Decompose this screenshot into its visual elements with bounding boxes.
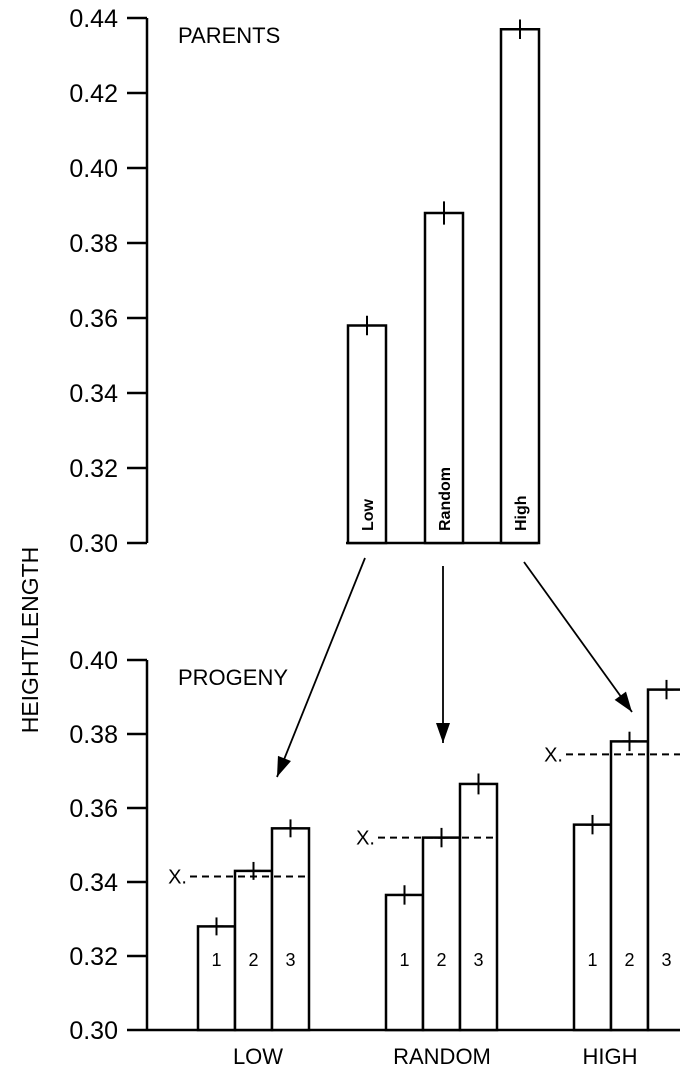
parents-y-tick-label: 0.30 xyxy=(69,530,118,558)
progeny-bar-label: 1 xyxy=(587,950,597,970)
progeny-bar xyxy=(646,688,680,1032)
progeny-bar-label: 2 xyxy=(624,950,634,970)
progeny-y-tick-label: 0.36 xyxy=(69,795,118,823)
progeny-bar-label: 3 xyxy=(285,950,295,970)
parents-bar xyxy=(423,211,465,545)
lineage-arrowhead xyxy=(436,723,450,743)
parents-y-tick-label: 0.40 xyxy=(69,155,118,183)
parent-mean-label: X. xyxy=(356,828,375,850)
progeny-bar-label: 2 xyxy=(436,950,446,970)
progeny-bar-label: 3 xyxy=(661,950,671,970)
parents-y-tick-label: 0.34 xyxy=(69,380,118,408)
parents-bar-label: High xyxy=(513,495,530,531)
progeny-y-tick-label: 0.32 xyxy=(69,943,118,971)
progeny-bar-label: 1 xyxy=(399,950,409,970)
lineage-arrow-line xyxy=(276,557,366,778)
progeny-y-tick-label: 0.30 xyxy=(69,1017,118,1045)
parent-mean-label: X. xyxy=(544,744,563,766)
parents-title: PARENTS xyxy=(178,23,280,48)
parents-y-tick-label: 0.36 xyxy=(69,305,118,333)
progeny-bar-label: 3 xyxy=(473,950,483,970)
parent-mean-label: X. xyxy=(168,866,187,888)
y-axis-label: HEIGHT/LENGTH xyxy=(17,547,43,734)
progeny-y-tick-label: 0.38 xyxy=(69,721,118,749)
progeny-bar-label: 2 xyxy=(248,950,258,970)
progeny-group-label: LOW xyxy=(233,1044,283,1069)
parents-bar-label: Low xyxy=(360,498,377,531)
progeny-bar xyxy=(270,827,311,1032)
progeny-title: PROGENY xyxy=(178,665,288,690)
lineage-arrow-line xyxy=(523,561,633,713)
progeny-bar xyxy=(196,925,237,1032)
lineage-arrowhead xyxy=(614,691,632,712)
progeny-bar xyxy=(458,782,499,1032)
progeny-bar-label: 1 xyxy=(211,950,221,970)
progeny-y-tick-label: 0.40 xyxy=(69,647,118,675)
progeny-bar xyxy=(421,836,462,1032)
parents-y-tick-label: 0.42 xyxy=(69,80,118,108)
progeny-y-tick-label: 0.34 xyxy=(69,869,118,897)
progeny-group-label: HIGH xyxy=(583,1044,638,1069)
parents-bar-label: Random xyxy=(437,467,454,531)
parents-y-tick-label: 0.32 xyxy=(69,455,118,483)
parents-y-tick-label: 0.44 xyxy=(69,5,118,33)
progeny-bar xyxy=(572,823,613,1032)
parents-bar xyxy=(499,28,541,545)
parents-y-tick-label: 0.38 xyxy=(69,230,118,258)
lineage-arrowhead xyxy=(277,755,291,777)
progeny-bar xyxy=(609,740,650,1032)
progeny-group-label: RANDOM xyxy=(393,1044,491,1069)
